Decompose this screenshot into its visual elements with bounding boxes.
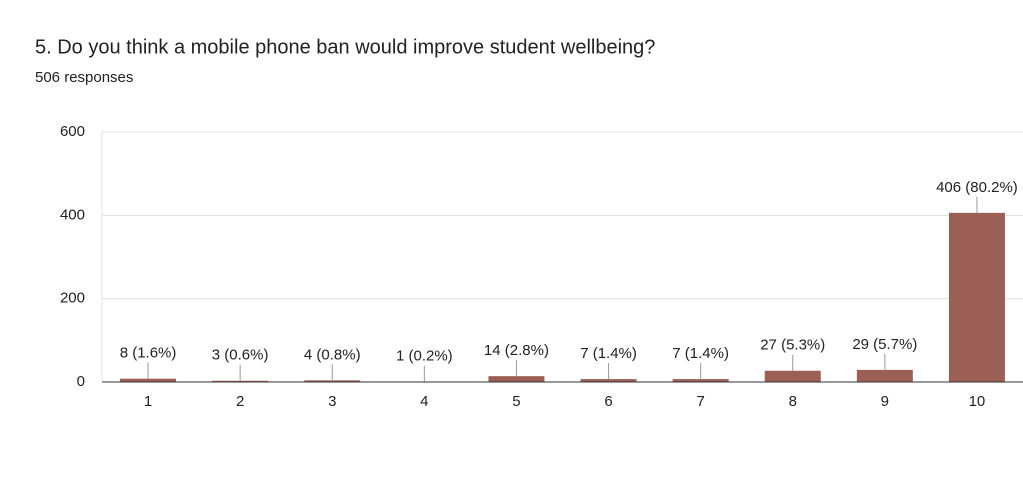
bar [764, 370, 821, 382]
value-label: 8 (1.6%) [120, 345, 177, 362]
x-tick-label: 1 [144, 393, 152, 410]
value-label: 406 (80.2%) [936, 179, 1018, 196]
bar [212, 380, 269, 382]
x-tick-label: 9 [881, 393, 889, 410]
x-tick-label: 5 [512, 393, 520, 410]
y-tick-label: 400 [60, 206, 85, 223]
chart-title: 5. Do you think a mobile phone ban would… [35, 36, 655, 58]
y-tick-label: 600 [60, 123, 85, 140]
x-tick-label: 2 [236, 393, 244, 410]
value-label: 27 (5.3%) [760, 337, 825, 354]
value-label: 4 (0.8%) [304, 346, 361, 363]
x-tick-label: 6 [604, 393, 612, 410]
x-tick-label: 10 [969, 393, 986, 410]
value-label: 3 (0.6%) [212, 347, 269, 364]
bar [672, 379, 729, 382]
bar [856, 369, 913, 382]
y-tick-label: 200 [60, 290, 85, 307]
x-tick-label: 7 [696, 393, 704, 410]
bar [488, 376, 545, 382]
bar [580, 379, 637, 382]
y-tick-label: 0 [77, 373, 85, 390]
x-tick-label: 8 [789, 393, 797, 410]
bar [948, 212, 1005, 382]
value-label: 7 (1.4%) [672, 345, 729, 362]
bar [120, 378, 177, 382]
value-label: 7 (1.4%) [580, 345, 637, 362]
bar [304, 380, 361, 382]
x-tick-label: 4 [420, 393, 428, 410]
value-label: 29 (5.7%) [852, 336, 917, 353]
value-label: 1 (0.2%) [396, 348, 453, 365]
chart-subtitle: 506 responses [35, 69, 133, 86]
value-label: 14 (2.8%) [484, 342, 549, 359]
x-tick-label: 3 [328, 393, 336, 410]
